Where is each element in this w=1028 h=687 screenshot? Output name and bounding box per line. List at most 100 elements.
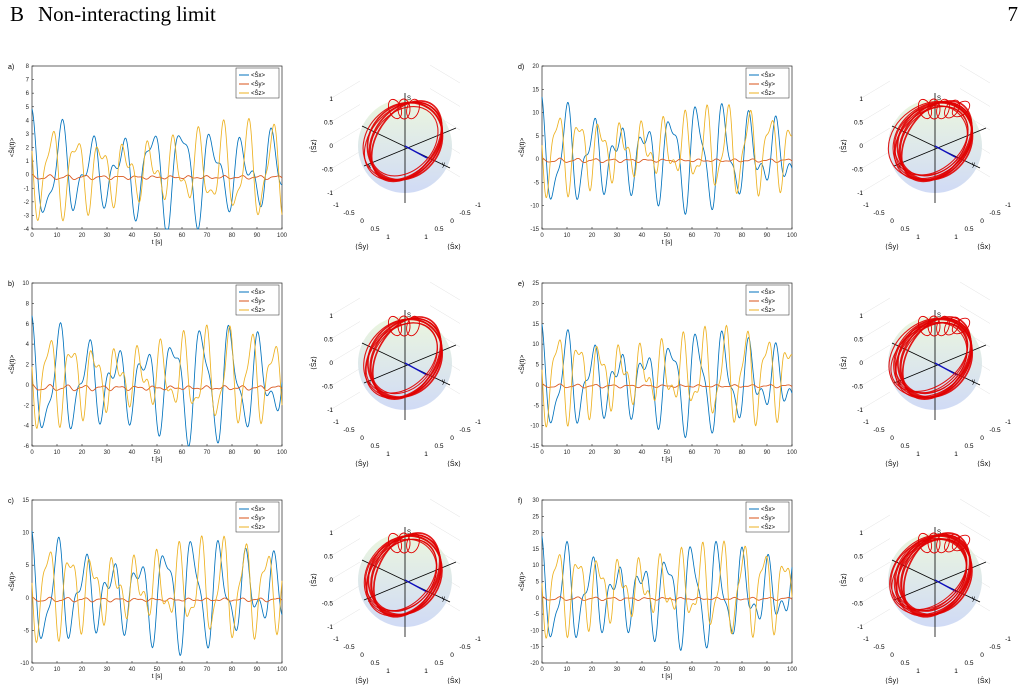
- sphere-tick-label: -0.5: [459, 210, 471, 217]
- grid-line: [859, 127, 891, 147]
- axis-marker-label: S: [407, 530, 411, 536]
- x-tick-label: 20: [589, 450, 596, 456]
- grid-line: [859, 80, 891, 100]
- y-tick-label: -15: [530, 645, 539, 651]
- sphere-tick-label: -1: [327, 407, 333, 414]
- x-tick-label: 30: [104, 233, 111, 239]
- x-tick-label: 0: [30, 450, 34, 456]
- trajectory-lobe: [951, 100, 971, 118]
- x-tick-label: 60: [689, 667, 696, 673]
- grid-line: [859, 104, 891, 123]
- grid-line: [959, 88, 991, 107]
- sphere-tick-label: 1: [954, 234, 958, 241]
- sphere-tick-label: -0.5: [322, 167, 334, 174]
- x-tick-label: 80: [739, 667, 746, 673]
- y-axis-label: <Ŝi(t)>: [517, 138, 526, 158]
- sphere-tick-label: 1: [954, 668, 958, 675]
- y-tick-label: -1: [24, 186, 30, 192]
- grid-line: [429, 281, 461, 301]
- sphere-tick-label: 1: [386, 668, 390, 675]
- grid-line: [329, 561, 361, 581]
- x-tick-label: 30: [104, 667, 111, 673]
- sphere-tick-label: -0.5: [322, 601, 334, 608]
- axis-marker-label: x: [368, 164, 371, 170]
- grid-line: [859, 538, 891, 557]
- sphere-tick-label: 0: [859, 143, 863, 150]
- sphere-tick-label: -1: [475, 636, 481, 643]
- sphere-axis-label: ⟨Ŝy⟩: [885, 242, 899, 251]
- sphere-tick-label: 0: [890, 435, 894, 442]
- sphere-tick-label: -1: [863, 419, 869, 426]
- x-tick-label: 70: [714, 450, 721, 456]
- x-tick-label: 80: [739, 233, 746, 239]
- grid-line: [959, 522, 991, 541]
- x-tick-label: 30: [614, 450, 621, 456]
- legend-entry: <Ŝy>: [761, 81, 776, 88]
- y-tick-label: 0: [536, 596, 540, 602]
- y-tick-label: 15: [532, 547, 539, 553]
- x-tick-label: 0: [540, 450, 544, 456]
- sphere-tick-label: -0.5: [459, 644, 471, 651]
- x-tick-label: 40: [639, 667, 646, 673]
- x-tick-label: 100: [277, 450, 288, 456]
- axis-marker-label: S: [407, 313, 411, 319]
- sphere-tick-label: -0.5: [852, 601, 864, 608]
- bloch-sphere-f: 10.50-0.5-1-1-0.500.51-1-0.500.51⟨Ŝz⟩⟨Ŝy…: [839, 498, 1011, 685]
- legend-entry: <Ŝx>: [251, 289, 266, 296]
- x-tick-label: 20: [79, 450, 86, 456]
- y-tick-label: 8: [26, 301, 30, 307]
- x-tick-label: 80: [739, 450, 746, 456]
- x-tick-label: 60: [179, 233, 186, 239]
- grid-line: [329, 391, 361, 411]
- trajectory-loop: [894, 538, 968, 612]
- y-tick-label: 0: [26, 173, 30, 179]
- x-tick-label: 50: [154, 233, 161, 239]
- y-tick-label: 10: [22, 531, 29, 537]
- grid-line: [329, 104, 361, 123]
- y-tick-label: -20: [530, 661, 539, 667]
- x-tick-label: 40: [129, 667, 136, 673]
- sphere-tick-label: 0.5: [370, 660, 379, 667]
- series-line: [31, 108, 283, 230]
- sphere-axis-label: ⟨Ŝx⟩: [977, 459, 991, 468]
- series-line: [31, 117, 283, 222]
- bloch-sphere-e: 10.50-0.5-1-1-0.500.51-1-0.500.51⟨Ŝz⟩⟨Ŝy…: [839, 281, 1011, 468]
- y-tick-label: 5: [536, 580, 540, 586]
- legend-entry: <Ŝy>: [761, 515, 776, 522]
- trajectory-lobe: [927, 315, 941, 337]
- sphere-axis-label: ⟨Ŝx⟩: [977, 242, 991, 251]
- trajectory-loop: [365, 322, 438, 394]
- series-line: [31, 315, 283, 447]
- y-tick-label: 30: [532, 498, 539, 504]
- y-tick-label: 5: [536, 134, 540, 140]
- sphere-tick-label: 0: [980, 652, 984, 659]
- bloch-sphere-a: 10.50-0.5-1-1-0.500.51-1-0.500.51⟨Ŝz⟩⟨Ŝy…: [309, 64, 481, 251]
- axis-marker-label: y: [972, 379, 975, 385]
- y-tick-label: 25: [532, 514, 539, 520]
- trajectory-lobe: [936, 98, 950, 120]
- grid-line: [329, 344, 361, 364]
- spin-vector: [934, 145, 958, 159]
- y-tick-label: 6: [26, 91, 30, 97]
- trajectory-lobe: [936, 532, 950, 554]
- grid-line: [859, 608, 891, 628]
- sphere-tick-label: 0.5: [900, 443, 909, 450]
- sphere-tick-label: 1: [859, 530, 863, 537]
- trajectory-lobe: [936, 315, 950, 337]
- sphere-tick-label: 0: [329, 143, 333, 150]
- x-tick-label: 60: [689, 233, 696, 239]
- grid-line: [329, 80, 361, 100]
- grid-line: [859, 585, 891, 604]
- y-tick-label: 6: [26, 322, 30, 328]
- trajectory-loop: [371, 316, 442, 400]
- sphere-tick-label: -1: [857, 190, 863, 197]
- trajectory-lobe: [944, 316, 960, 336]
- trajectory-lobe: [917, 315, 933, 337]
- y-tick-label: -5: [24, 628, 30, 634]
- y-axis-label: <Ŝi(t)>: [517, 572, 526, 592]
- sphere-tick-label: -0.5: [343, 427, 355, 434]
- sphere-tick-label: 0.5: [434, 226, 443, 233]
- trajectory-loop: [370, 322, 438, 395]
- trajectory-loop: [895, 322, 968, 394]
- trajectory-loop: [891, 538, 968, 611]
